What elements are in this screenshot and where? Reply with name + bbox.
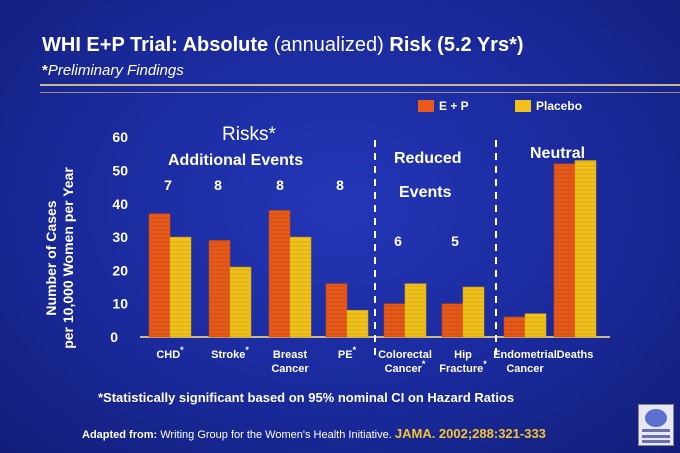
- difference-label: 7: [164, 177, 172, 193]
- y-tick-label: 0: [110, 329, 118, 345]
- category-label-line2: Fracture*: [439, 359, 487, 375]
- bar-placebo: [229, 266, 252, 338]
- difference-label: 8: [214, 177, 222, 193]
- source-prefix: Adapted from:: [82, 429, 158, 441]
- title-part-4: Risk (5.2 Yrs*): [389, 34, 524, 56]
- difference-label: 8: [276, 177, 284, 193]
- difference-label: 6: [394, 233, 402, 249]
- y-tick-label: 40: [112, 196, 128, 212]
- category-label: CHD*: [156, 345, 184, 361]
- legend-ep: E + P: [418, 99, 469, 113]
- category-star: *: [180, 345, 184, 355]
- source-text: Writing Group for the Women's Health Ini…: [160, 429, 392, 441]
- footnote: *Statistically significant based on 95% …: [98, 390, 515, 405]
- bar-placebo: [169, 236, 192, 338]
- category-star: *: [483, 359, 487, 369]
- subtitle-text: Preliminary Findings: [47, 62, 184, 79]
- bar-ep: [208, 240, 231, 338]
- bar-placebo: [289, 236, 312, 338]
- title-part-1: WHI E+P Trial:: [42, 34, 178, 56]
- legend-placebo-label: Placebo: [536, 99, 583, 113]
- category-star: *: [245, 345, 249, 355]
- title-divider: [40, 84, 680, 86]
- y-tick-label: 30: [112, 229, 128, 245]
- category-label-line2: Cancer*: [385, 359, 426, 375]
- y-tick-label: 60: [112, 129, 128, 145]
- bar-placebo: [462, 286, 485, 338]
- source-citation: Adapted from: Writing Group for the Wome…: [82, 426, 546, 441]
- category-star: *: [353, 345, 357, 355]
- difference-label: 5: [451, 233, 459, 249]
- page-subtitle: *Preliminary Findings: [42, 62, 184, 79]
- source-journal: JAMA. 2002;288:321-333: [394, 426, 546, 441]
- category-label-line2: Cancer: [506, 363, 544, 375]
- bar-placebo: [524, 313, 547, 338]
- y-tick-label: 10: [112, 296, 128, 312]
- y-tick-label: 20: [112, 262, 128, 278]
- y-tick-label: 50: [112, 163, 128, 179]
- category-label: Hip: [454, 349, 472, 361]
- legend-ep-swatch: [418, 100, 434, 112]
- neutral-label: Neutral: [530, 145, 586, 162]
- bar-ep: [148, 213, 171, 338]
- reduced-label-2: Events: [399, 184, 452, 201]
- category-label: Endometrial: [493, 349, 557, 361]
- title-part-3: (annualized): [273, 34, 384, 56]
- title-divider-thin: [40, 92, 680, 93]
- difference-label: 8: [336, 177, 344, 193]
- category-label: PE*: [338, 345, 357, 361]
- page-title: WHI E+P Trial: Absolute (annualized) Ris…: [42, 34, 524, 57]
- subtitle-star: *: [42, 62, 48, 79]
- category-label: Colorectal: [378, 349, 432, 361]
- risks-subtitle: Additional Events: [168, 152, 304, 169]
- reduced-label-1: Reduced: [394, 150, 462, 167]
- legend-placebo: Placebo: [515, 99, 582, 113]
- bar-placebo: [574, 160, 597, 338]
- risks-title: Risks*: [222, 124, 276, 145]
- whi-logo: [638, 404, 674, 446]
- legend-ep-label: E + P: [439, 99, 469, 113]
- category-label: Breast: [273, 349, 308, 361]
- category-label: Deaths: [557, 349, 594, 361]
- title-part-2: Absolute: [182, 34, 269, 56]
- legend-placebo-swatch: [515, 100, 531, 112]
- category-label: Stroke*: [211, 345, 249, 361]
- bar-placebo: [346, 310, 369, 338]
- bar-placebo: [404, 283, 427, 338]
- bar-ep: [441, 303, 464, 338]
- category-label-line2: Cancer: [271, 363, 309, 375]
- category-star: *: [422, 359, 426, 369]
- bar-ep: [383, 303, 406, 338]
